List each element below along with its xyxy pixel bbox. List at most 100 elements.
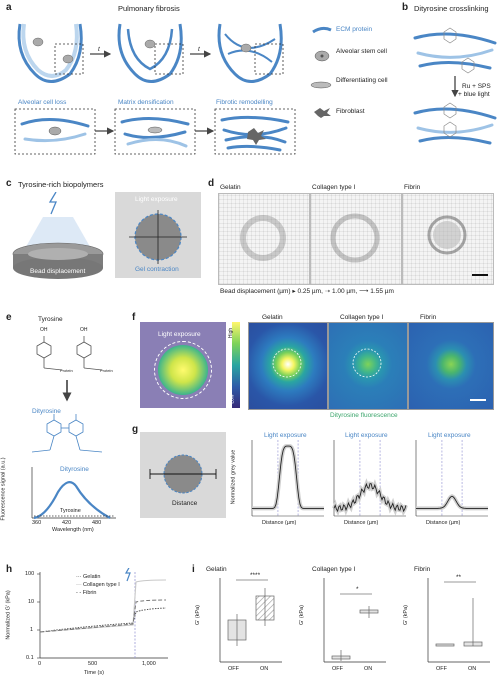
legend-diff-label: Differentiating cell (336, 77, 388, 84)
g-profile-band (252, 444, 324, 511)
e-tyrosine-label: Tyrosine (38, 316, 63, 323)
f-material-1: Gelatin (262, 314, 283, 321)
g-xlabel-3: Distance (µm) (426, 520, 461, 526)
h-ytick-1: 1 (30, 627, 34, 633)
c-light-exposure-label: Light exposure (135, 196, 178, 203)
g-profile-band (416, 493, 488, 511)
h-rheology-chart (37, 568, 168, 659)
i-title-2: Collagen type I (312, 566, 356, 573)
bead-displacement-label: Bead displacement (30, 268, 86, 275)
e-curve1-label: Dityrosine (60, 466, 89, 473)
h-xtick-2: 1,000 (142, 661, 156, 667)
panel-h-letter: h (6, 564, 13, 575)
h-legend-2: — Collagen type I (76, 582, 120, 588)
i-cat-1a: OFF (228, 666, 239, 672)
i-cat-2b: ON (364, 666, 373, 672)
panel-b-title: Dityrosine crosslinking (414, 4, 489, 13)
g-profile-charts (251, 440, 488, 517)
h-ylabel: Normalized G′ (kPa) (5, 590, 12, 640)
i-sig-2: * (356, 586, 359, 593)
i-title-3: Fibrin (414, 566, 431, 573)
g-light-2: Light exposure (345, 432, 388, 439)
d-caption: Bead displacement (µm) ▸ 0.25 µm, ➝ 1.00… (220, 287, 394, 295)
d-gelatin-field (218, 193, 310, 285)
h-gelatin-line (39, 607, 167, 633)
g-profile-line (416, 495, 488, 509)
e-ylabel: Fluorescence signal (a.u.) (0, 457, 7, 521)
i-cat-1b: ON (260, 666, 269, 672)
e-dityrosine-curve (33, 481, 111, 520)
h-xtick-1: 500 (88, 661, 98, 667)
panel-a-letter: a (6, 2, 12, 13)
i-collagen-plot (323, 578, 386, 663)
alveolus-stage-2 (117, 23, 183, 83)
f-colorbar (232, 322, 240, 408)
panel-g-letter: g (132, 424, 139, 435)
f-material-3: Fibrin (420, 314, 437, 321)
h-ytick-3: 100 (25, 571, 35, 577)
e-structure-diagram (31, 336, 103, 453)
h-xtick-0: 0 (38, 661, 42, 667)
panel-a-diagram (14, 23, 296, 155)
f-light-ring (154, 341, 212, 399)
panel-d-letter: d (208, 178, 215, 189)
panel-e-letter: e (6, 312, 12, 323)
i-cat-3a: OFF (436, 666, 447, 672)
i-fibrin-plot (427, 578, 490, 663)
h-legend-collagen: Collagen type I (83, 582, 120, 588)
e-protein-2: Protein (100, 368, 113, 373)
g-xlabel-1: Distance (µm) (262, 520, 297, 526)
f-rings (272, 348, 486, 401)
panel-c-letter: c (6, 178, 12, 189)
h-xlabel: Time (s) (84, 670, 104, 676)
stage-label-2: Matrix densification (118, 99, 174, 106)
g-light-1: Light exposure (264, 432, 307, 439)
alveolus-stage-3 (217, 23, 283, 83)
e-xtick-2: 420 (62, 520, 72, 526)
g-ylabel: Normalized grey value (230, 449, 237, 505)
g-profile-line (252, 445, 324, 509)
d-material-3: Fibrin (404, 184, 421, 191)
fibroblast-icon (314, 108, 331, 118)
crosslink-diagram (413, 27, 497, 145)
h-legend-fibrin: Fibrin (82, 590, 97, 596)
i-title-1: Gelatin (206, 566, 227, 573)
g-distance-diagram (149, 454, 217, 494)
arrow-t-1: t (98, 46, 100, 53)
alveolar-cell-icon (314, 50, 330, 62)
panel-b-letter: b (402, 2, 409, 13)
f-light-label: Light exposure (158, 331, 201, 338)
d-caption-legend: ▸ 0.25 µm, ➝ 1.00 µm, ⟶ 1.55 µm (292, 288, 394, 295)
e-xtick-1: 360 (32, 520, 42, 526)
bead-dish-diagram (12, 192, 104, 279)
d-material-2: Collagen type I (312, 184, 356, 191)
d-material-1: Gelatin (220, 184, 241, 191)
f-collagen-image (328, 322, 408, 410)
panel-a-title: Pulmonary fibrosis (118, 4, 180, 13)
gel-contraction-label: Gel contraction (135, 266, 179, 273)
i-ylabel-1: G′ (kPa) (194, 605, 201, 625)
h-ytick-0: 0.1 (26, 655, 34, 661)
i-sig-1: **** (250, 572, 261, 579)
e-oh-1: OH (40, 327, 48, 333)
stage-label-3: Fibrotic remodelling (216, 99, 273, 106)
i-sig-3: ** (456, 574, 462, 581)
e-xtick-3: 480 (92, 520, 102, 526)
f-material-2: Collagen type I (340, 314, 384, 321)
i-cat-2a: OFF (332, 666, 343, 672)
e-xlabel: Wavelength (nm) (52, 527, 94, 533)
stage-label-1: Alveolar cell loss (18, 99, 67, 106)
gel-contraction-diagram (129, 210, 187, 264)
g-light-3: Light exposure (428, 432, 471, 439)
e-fluorescence-chart (31, 467, 116, 520)
reagent-label: Ru + SPS (462, 83, 491, 90)
i-ylabel-3: G′ (kPa) (402, 605, 409, 625)
e-dityrosine-label: Dityrosine (32, 408, 61, 415)
g-distance-label: Distance (172, 500, 198, 507)
f-scale-low: Low (229, 394, 236, 404)
f-gelatin-image (248, 322, 328, 410)
i-cat-3b: ON (468, 666, 477, 672)
alveolus-stage-1 (17, 23, 83, 83)
differentiating-cell-icon (310, 81, 332, 89)
g-xlabel-2: Distance (µm) (344, 520, 379, 526)
